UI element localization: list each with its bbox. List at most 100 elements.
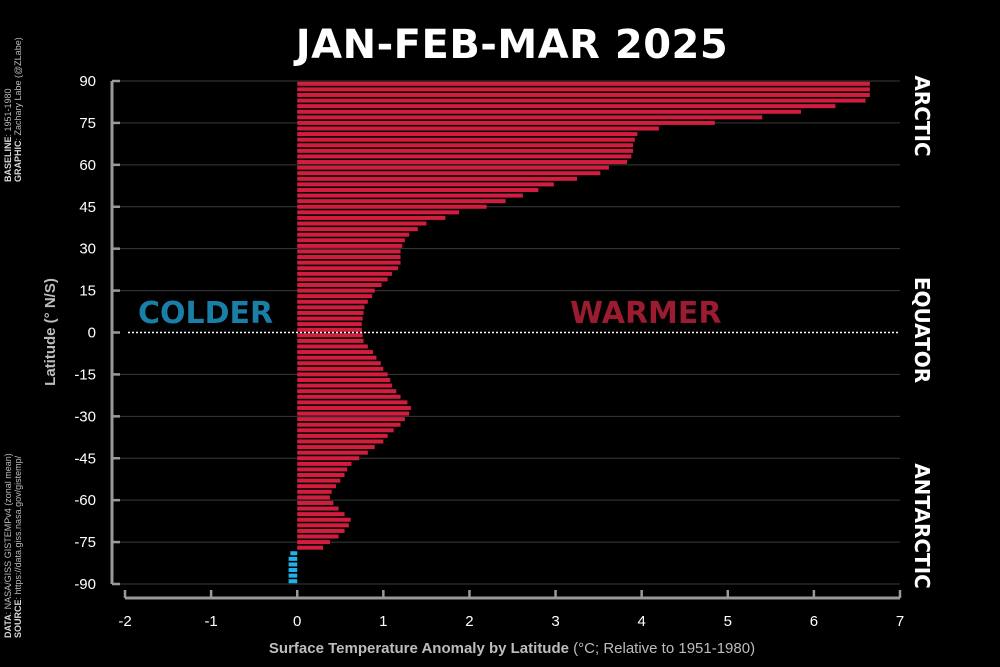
credit-baseline-value: : 1951-1980 [3, 88, 13, 137]
axes [110, 79, 902, 600]
chart-title: JAN-FEB-MAR 2025 [295, 22, 729, 68]
x-tick-label: 2 [465, 613, 473, 630]
bar [297, 294, 373, 299]
bar [297, 528, 345, 533]
bar [297, 255, 401, 260]
bar [297, 288, 375, 293]
bar [297, 322, 362, 327]
bar [297, 210, 460, 215]
bar [297, 310, 364, 315]
bars [288, 81, 870, 584]
credit-data-source: DATA: NASA/GISS GISTEMPv4 (zonal mean) S… [3, 453, 23, 638]
bar [297, 333, 363, 338]
bar [297, 115, 763, 120]
bar [297, 238, 405, 243]
colder-annotation: COLDER [138, 296, 274, 331]
bar [297, 199, 506, 204]
bar [297, 81, 870, 86]
bar [297, 534, 339, 539]
credit-graphic-label: GRAPHIC [13, 140, 23, 182]
bar [297, 489, 332, 494]
bar [297, 428, 394, 433]
bar [297, 193, 523, 198]
bar [297, 361, 381, 366]
y-tick-label: 45 [79, 199, 96, 216]
credit-data-value: : NASA/GISS GISTEMPv4 (zonal mean) [3, 453, 13, 615]
bar [297, 344, 368, 349]
bar [297, 473, 345, 478]
bar [297, 299, 368, 304]
bar [297, 187, 539, 192]
bar [297, 120, 715, 125]
bar [297, 249, 401, 254]
bar [288, 573, 298, 578]
bar [297, 456, 360, 461]
bar [297, 260, 401, 265]
bar [297, 394, 401, 399]
credit-baseline-label: BASELINE [3, 136, 13, 182]
bar [297, 461, 352, 466]
x-tick-label: 1 [379, 613, 387, 630]
bar [297, 366, 384, 371]
bar [297, 500, 334, 505]
bar [297, 277, 388, 282]
x-tick-label: 7 [896, 613, 904, 630]
x-tick-label: 6 [810, 613, 818, 630]
x-tick-label: -2 [118, 613, 131, 630]
bar [297, 512, 345, 517]
bar [297, 232, 410, 237]
region-label-arctic: ARCTIC [910, 75, 934, 157]
x-axis-label-main: Surface Temperature Anomaly by Latitude [269, 640, 569, 657]
bar [297, 98, 866, 103]
bar [297, 266, 398, 271]
bar [297, 478, 341, 483]
x-axis-label: Surface Temperature Anomaly by Latitude … [269, 640, 755, 657]
y-tick-label: -15 [74, 366, 96, 383]
bar [297, 132, 638, 137]
y-tick-label: 30 [79, 241, 96, 258]
credit-source-label: SOURCE [13, 599, 23, 638]
bar [297, 523, 349, 528]
x-tick-label: -1 [204, 613, 217, 630]
bar [297, 204, 487, 209]
x-tick-label: 0 [293, 613, 301, 630]
credit-baseline-graphic: BASELINE: 1951-1980 GRAPHIC: Zachary Lab… [3, 37, 23, 182]
bar [297, 182, 554, 187]
region-label-antarctic: ANTARCTIC [910, 463, 934, 589]
bar [297, 350, 373, 355]
bar [297, 338, 364, 343]
y-axis-label: Latitude (° N/S) [42, 278, 59, 386]
bar [297, 282, 382, 288]
region-label-equator: EQUATOR [910, 276, 934, 384]
bar [297, 417, 405, 422]
bar [297, 467, 348, 472]
y-tick-label: 90 [79, 73, 96, 90]
bar [297, 445, 375, 450]
bar [297, 165, 609, 170]
bar [288, 568, 298, 573]
bar [297, 433, 388, 438]
bar [297, 87, 870, 92]
bar [297, 126, 659, 131]
y-tick-label: 0 [88, 325, 96, 342]
bar [297, 243, 403, 248]
x-axis-label-units: (°C; Relative to 1951-1980) [569, 640, 755, 657]
bar [297, 137, 635, 142]
y-tick-label: 60 [79, 157, 96, 174]
bar [297, 484, 336, 489]
bar [297, 506, 339, 511]
bar [297, 92, 870, 97]
y-tick-label: -30 [74, 408, 96, 425]
bar [288, 556, 298, 561]
bar [297, 540, 330, 545]
bar [297, 171, 601, 176]
bar [297, 495, 330, 500]
x-tick-label: 3 [551, 613, 559, 630]
bar [297, 104, 836, 109]
bar [297, 439, 384, 444]
bar [297, 215, 446, 220]
warmer-annotation: WARMER [570, 296, 722, 331]
bar [297, 176, 578, 181]
bar [288, 562, 298, 567]
